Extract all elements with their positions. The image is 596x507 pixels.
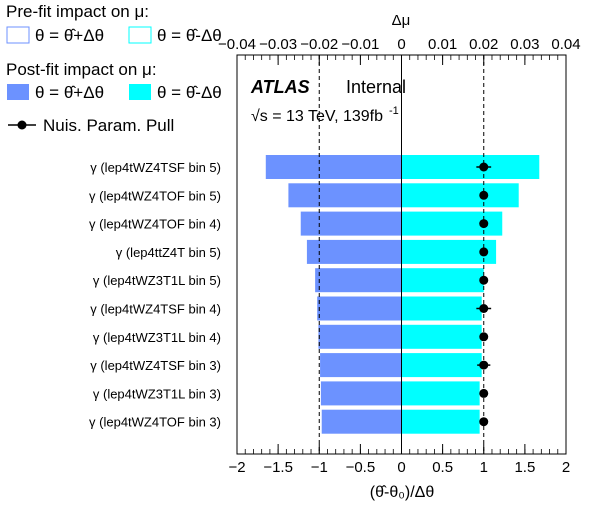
legend: Pre-fit impact on μ: θ = θ̂+Δθ θ = θ̂-Δθ… xyxy=(6,2,222,135)
parameter-label-7: γ (lep4tWZ4TSF bin 3) xyxy=(90,358,221,373)
pull-point-2 xyxy=(479,219,488,228)
bar-postfit-minus-1 xyxy=(402,183,519,207)
legend-postfit-title: Post-fit impact on μ: xyxy=(6,60,157,79)
pull-point-9 xyxy=(479,417,488,426)
parameter-label-0: γ (lep4tWZ4TSF bin 5) xyxy=(90,160,221,175)
bar-postfit-plus-8 xyxy=(321,381,402,405)
bar-postfit-minus-9 xyxy=(402,410,480,434)
pull-point-6 xyxy=(479,332,488,341)
bar-postfit-plus-3 xyxy=(307,240,402,264)
parameter-label-3: γ (lep4ttZ4T bin 5) xyxy=(116,245,221,260)
bar-postfit-plus-4 xyxy=(315,268,401,292)
legend-prefit-minus-swatch xyxy=(129,27,151,43)
pull-point-4 xyxy=(479,276,488,285)
parameter-label-6: γ (lep4tWZ3T1L bin 4) xyxy=(93,330,221,345)
bar-postfit-plus-7 xyxy=(320,353,401,377)
legend-pull-label: Nuis. Param. Pull xyxy=(43,116,174,135)
x2tick-label-3: −0.01 xyxy=(341,36,379,53)
xtick-label-1: −1.5 xyxy=(263,459,293,476)
xtick-label-0: −2 xyxy=(228,459,245,476)
energy-label-sup: -1 xyxy=(389,105,399,117)
legend-postfit-minus-swatch xyxy=(129,84,151,100)
bar-postfit-plus-2 xyxy=(301,212,402,236)
x2tick-label-6: 0.02 xyxy=(469,36,498,53)
pull-point-5 xyxy=(479,304,488,313)
x2tick-label-5: 0.01 xyxy=(428,36,457,53)
legend-prefit-plus-label: θ = θ̂+Δθ xyxy=(35,26,104,45)
xtick-label-3: −0.5 xyxy=(346,459,376,476)
x2tick-label-8: 0.04 xyxy=(551,36,580,53)
xtick-label-2: −1 xyxy=(311,459,328,476)
bar-postfit-plus-6 xyxy=(318,325,401,349)
xtick-label-7: 1.5 xyxy=(514,459,535,476)
x2tick-label-4: 0 xyxy=(397,36,405,53)
bar-postfit-minus-5 xyxy=(402,297,482,321)
parameter-label-9: γ (lep4tWZ4TOF bin 3) xyxy=(89,415,221,430)
xtick-label-4: 0 xyxy=(397,459,405,476)
pull-point-0 xyxy=(479,163,488,172)
atlas-label: ATLAS xyxy=(250,77,310,97)
pull-point-7 xyxy=(479,361,488,370)
legend-prefit-plus-swatch xyxy=(7,27,29,43)
bar-postfit-plus-9 xyxy=(322,410,402,434)
parameter-label-1: γ (lep4tWZ4TOF bin 5) xyxy=(89,188,221,203)
pull-point-8 xyxy=(479,389,488,398)
parameter-label-4: γ (lep4tWZ3T1L bin 5) xyxy=(93,273,221,288)
parameter-label-5: γ (lep4tWZ4TSF bin 4) xyxy=(90,302,221,317)
x2tick-label-2: −0.02 xyxy=(300,36,338,53)
x2tick-label-1: −0.03 xyxy=(259,36,297,53)
energy-label-main: √s = 13 TeV, 139fb xyxy=(251,108,383,125)
x2tick-label-7: 0.03 xyxy=(510,36,539,53)
bar-postfit-minus-8 xyxy=(402,381,480,405)
parameter-label-2: γ (lep4tWZ4TOF bin 4) xyxy=(89,217,221,232)
pull-point-3 xyxy=(479,247,488,256)
legend-prefit-title: Pre-fit impact on μ: xyxy=(6,2,149,21)
parameter-labels: γ (lep4tWZ4TSF bin 5) γ (lep4tWZ4TOF bin … xyxy=(89,160,221,430)
bar-postfit-plus-5 xyxy=(317,297,401,321)
legend-postfit-plus-swatch xyxy=(7,84,29,100)
bar-postfit-minus-7 xyxy=(402,353,482,377)
legend-postfit-minus-label: θ = θ̂-Δθ xyxy=(157,83,222,102)
bar-postfit-plus-0 xyxy=(266,155,402,179)
energy-label: √s = 13 TeV, 139fb -1 xyxy=(251,105,399,125)
legend-pull-marker xyxy=(18,121,27,130)
x2tick-label-0: −0.04 xyxy=(218,36,256,53)
bar-postfit-minus-4 xyxy=(402,268,484,292)
impact-bars xyxy=(266,155,539,434)
parameter-label-8: γ (lep4tWZ3T1L bin 3) xyxy=(93,386,221,401)
internal-label: Internal xyxy=(346,77,406,97)
pull-point-1 xyxy=(479,191,488,200)
xtick-label-8: 2 xyxy=(562,459,570,476)
bar-postfit-minus-0 xyxy=(402,155,540,179)
legend-prefit-minus-label: θ = θ̂-Δθ xyxy=(157,26,222,45)
bar-postfit-plus-1 xyxy=(288,183,401,207)
xtick-label-6: 1 xyxy=(480,459,488,476)
xtick-label-5: 0.5 xyxy=(432,459,453,476)
bar-postfit-minus-6 xyxy=(402,325,482,349)
bottom-axis-title: (θ̂-θ₀)/Δθ xyxy=(370,484,435,501)
legend-postfit-plus-label: θ = θ̂+Δθ xyxy=(35,83,104,102)
top-axis-title: Δμ xyxy=(392,12,411,29)
